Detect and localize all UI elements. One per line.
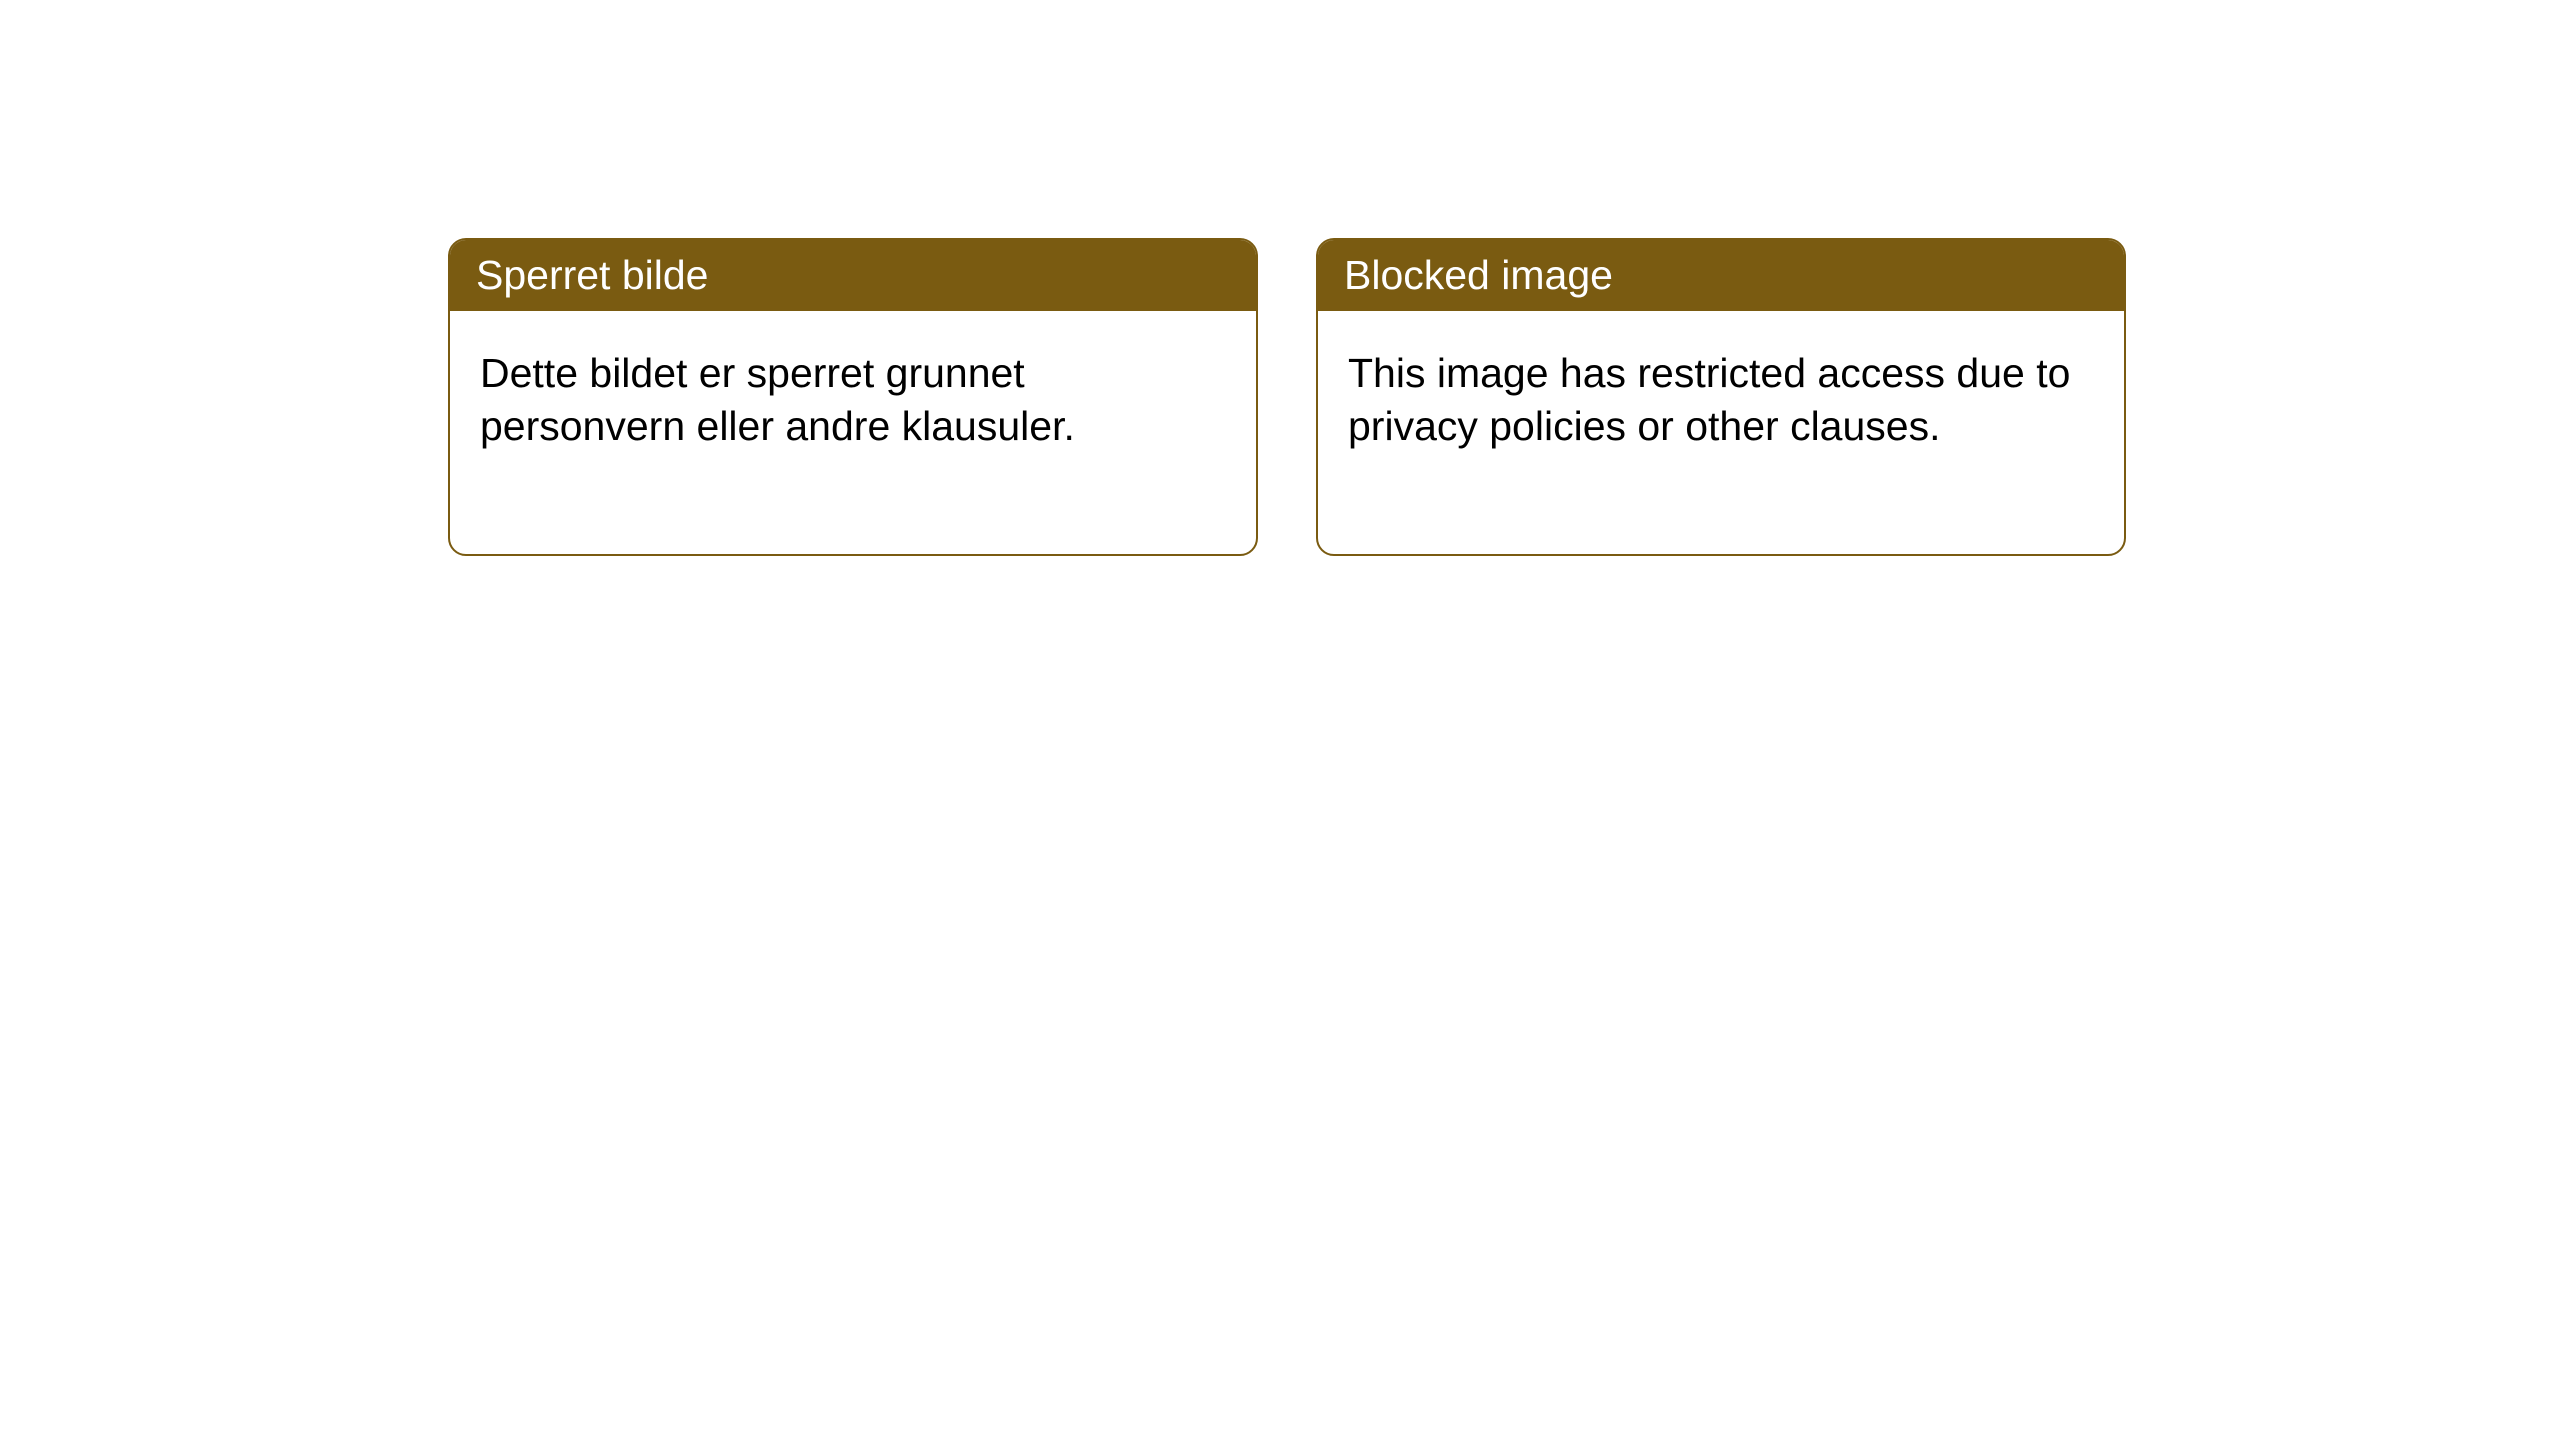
card-title: Blocked image	[1344, 252, 1613, 298]
blocked-image-card-norwegian: Sperret bilde Dette bildet er sperret gr…	[448, 238, 1258, 556]
blocked-image-cards: Sperret bilde Dette bildet er sperret gr…	[448, 238, 2560, 556]
card-body: This image has restricted access due to …	[1318, 311, 2124, 554]
card-body-text: Dette bildet er sperret grunnet personve…	[480, 350, 1075, 449]
blocked-image-card-english: Blocked image This image has restricted …	[1316, 238, 2126, 556]
card-header: Blocked image	[1318, 240, 2124, 311]
card-body-text: This image has restricted access due to …	[1348, 350, 2070, 449]
card-body: Dette bildet er sperret grunnet personve…	[450, 311, 1256, 554]
card-header: Sperret bilde	[450, 240, 1256, 311]
card-title: Sperret bilde	[476, 252, 708, 298]
